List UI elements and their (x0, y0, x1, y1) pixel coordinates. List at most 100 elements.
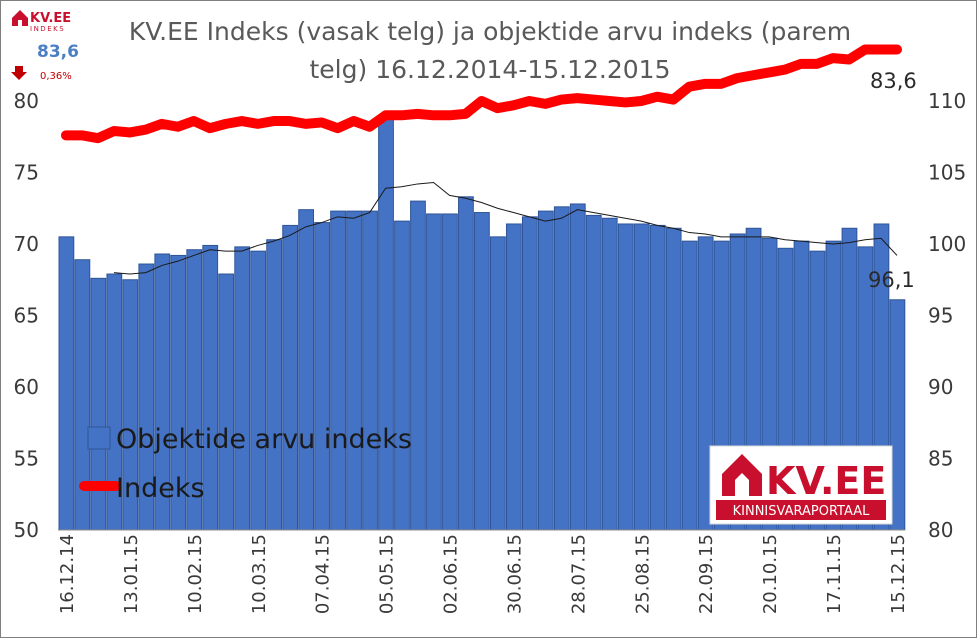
left-axis-ticks: 50 55 60 65 70 75 80 (14, 89, 39, 542)
right-axis-tick-label: 105 (928, 161, 966, 185)
bar (633, 223, 650, 531)
index-point (417, 113, 419, 115)
bar (298, 209, 315, 531)
index-point (321, 121, 323, 123)
bar (585, 214, 602, 531)
right-axis-tick-label: 110 (928, 89, 966, 113)
index-point (257, 123, 259, 125)
legend: Objektide arvu indeks Indeks (79, 424, 412, 504)
x-axis-tick-label: 30.06.15 (504, 534, 525, 614)
index-point (576, 97, 578, 99)
index-point (353, 120, 355, 122)
trendline (113, 181, 898, 275)
index-point (225, 123, 227, 125)
bar (58, 236, 75, 531)
x-axis-tick-label: 16.12.14 (57, 534, 78, 614)
x-axis-tick-label: 20.10.15 (760, 534, 781, 614)
bar (537, 210, 554, 531)
index-point (177, 126, 179, 128)
index-point (401, 114, 403, 116)
index-point (528, 100, 530, 102)
x-axis-tick-label: 22.09.15 (696, 534, 717, 614)
right-axis-tick-label: 100 (928, 232, 966, 256)
index-point (880, 49, 882, 51)
badge-logo-sub: INDEKS (30, 25, 65, 33)
badge-value: 83,6 (37, 42, 79, 62)
bar (665, 227, 682, 531)
bar (362, 210, 378, 531)
index-point (512, 104, 514, 106)
bar (474, 212, 490, 531)
x-axis-tick-label: 02.06.15 (441, 534, 462, 614)
brand-tagline: KINNISVARAPORTAAL (733, 504, 870, 519)
chart-title-line1: KV.EE Indeks (vasak telg) ja objektide a… (129, 17, 851, 46)
index-point (193, 120, 195, 122)
index-point (784, 69, 786, 71)
left-axis-tick-label: 50 (14, 518, 39, 542)
x-axis-tick-label: 05.05.15 (377, 534, 398, 614)
bar (346, 210, 362, 531)
brand-name: KV.EE (766, 459, 886, 503)
index-point (768, 71, 770, 73)
bar (553, 206, 570, 531)
index-point (736, 77, 738, 79)
index-point (624, 101, 626, 103)
bar (410, 200, 426, 531)
right-axis-ticks: 80 85 90 95 100 105 110 (928, 89, 966, 542)
index-point (81, 134, 83, 136)
index-point (161, 123, 163, 125)
index-point (369, 126, 371, 128)
end-label-objects: 96,1 (868, 268, 915, 292)
index-point (433, 114, 435, 116)
line-series-indeks (60, 44, 903, 144)
bar (649, 224, 666, 531)
right-axis-tick-label: 95 (928, 304, 953, 328)
index-point (145, 129, 147, 131)
index-point (560, 99, 562, 101)
index-point (496, 107, 498, 109)
bar (394, 220, 410, 531)
x-axis-tick-label: 07.04.15 (313, 534, 334, 614)
left-axis-tick-label: 80 (14, 89, 39, 113)
index-point (672, 99, 674, 101)
index-badge: KV.EE INDEKS 83,6 0,36% (11, 10, 79, 82)
index-point (481, 100, 482, 102)
bar (90, 277, 107, 531)
badge-logo-text: KV.EE (30, 11, 71, 26)
index-point (305, 123, 307, 125)
index-point (97, 137, 99, 139)
legend-label-index: Indeks (116, 473, 205, 504)
index-point (289, 120, 291, 122)
badge-change: 0,36% (40, 71, 72, 82)
left-axis-tick-label: 60 (14, 375, 39, 399)
bar (266, 239, 283, 531)
index-point (129, 131, 131, 133)
bar (505, 223, 522, 531)
index-point (337, 127, 339, 129)
index-point (816, 63, 818, 65)
arrow-down-icon (11, 66, 27, 80)
right-axis-tick-label: 80 (928, 518, 953, 542)
index-point (241, 120, 243, 122)
bar-series-objektide-arvu-indeks (58, 117, 906, 531)
index-point (720, 83, 722, 85)
x-axis-ticks: 16.12.14 13.01.15 10.02.15 10.03.15 07.04.15… (57, 534, 909, 614)
bar (234, 246, 251, 531)
left-axis-tick-label: 70 (14, 232, 39, 256)
legend-label-objects: Objektide arvu indeks (116, 424, 412, 455)
index-point (592, 99, 594, 101)
bar (521, 216, 538, 531)
index-point (656, 96, 658, 98)
bar (378, 117, 394, 531)
right-axis-tick-label: 90 (928, 375, 953, 399)
index-point (113, 130, 115, 132)
index-point (688, 86, 690, 88)
trendline-path (113, 181, 898, 275)
kv-ee-logo: KV.EE KINNISVARAPORTAAL (709, 445, 893, 525)
index-point (273, 120, 275, 122)
bar (202, 244, 219, 531)
x-axis-tick-label: 17.11.15 (824, 534, 845, 614)
index-point (704, 83, 706, 85)
legend-swatch-bar (87, 426, 111, 450)
index-point (449, 114, 451, 116)
